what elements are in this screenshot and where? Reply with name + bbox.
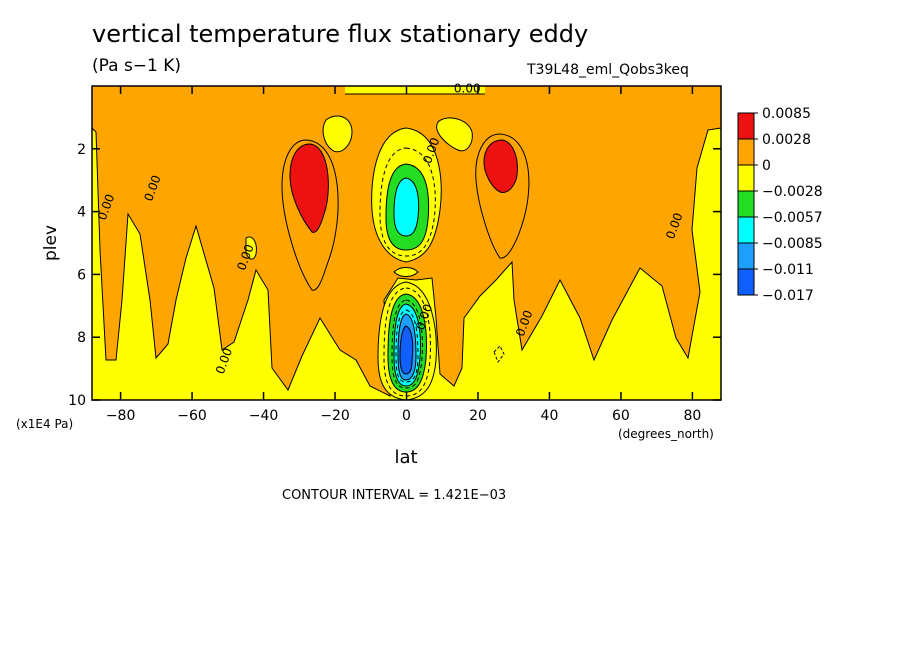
- x-axis-label: lat: [394, 447, 417, 468]
- colorbar: 0.0085 0.0028 0 −0.0028 −0.0057 −0.0085 −0.011…: [737, 106, 823, 304]
- x-tick-label: 40: [541, 408, 559, 424]
- south-positive-red: [289, 143, 329, 233]
- x-tick-label: −80: [106, 408, 136, 424]
- colorbar-label: −0.0028: [762, 184, 823, 200]
- x-tick-label: 0: [402, 408, 411, 424]
- y-axis-label: plev: [41, 225, 61, 261]
- top-band: [345, 86, 485, 94]
- y-tick-label: 10: [68, 393, 86, 409]
- x-tick-label: −20: [320, 408, 350, 424]
- colorbar-label: −0.011: [762, 262, 814, 278]
- x-tick-label: 20: [469, 408, 487, 424]
- y-axis: 2 4 6 8 10: [68, 142, 721, 409]
- colorbar-swatch: [737, 138, 755, 166]
- upper-neg-cyan: [393, 177, 420, 237]
- y-tick-label: 8: [77, 330, 86, 346]
- y-axis-units: (x1E4 Pa): [16, 417, 73, 431]
- chart-units: (Pa s−1 K): [92, 56, 182, 76]
- north-positive-red: [483, 139, 518, 193]
- x-axis: −80 −60 −40 −20 0 20 40 60 80: [106, 86, 701, 424]
- x-tick-label: −60: [177, 408, 207, 424]
- colorbar-swatch: [737, 242, 755, 270]
- y-tick-label: 2: [77, 142, 86, 158]
- x-axis-units: (degrees_north): [618, 427, 714, 441]
- colorbar-label: 0: [762, 158, 771, 174]
- colorbar-swatch: [737, 268, 755, 296]
- y-tick-label: 4: [77, 205, 86, 221]
- colorbar-label: −0.017: [762, 288, 814, 304]
- case-label: T39L48_eml_Qobs3keq: [527, 62, 689, 78]
- colorbar-swatch: [737, 190, 755, 218]
- colorbar-label: 0.0085: [762, 106, 811, 122]
- colorbar-swatch: [737, 164, 755, 192]
- x-tick-label: 80: [683, 408, 701, 424]
- contour-interval-text: CONTOUR INTERVAL = 1.421E−03: [282, 488, 507, 503]
- colorbar-swatch: [737, 216, 755, 244]
- colorbar-label: 0.0028: [762, 132, 811, 148]
- contour-label: 0.00: [454, 81, 481, 95]
- x-tick-label: 60: [612, 408, 630, 424]
- colorbar-swatch: [737, 112, 755, 140]
- colorbar-label: −0.0085: [762, 236, 823, 252]
- colorbar-label: −0.0057: [762, 210, 823, 226]
- plot-area: [92, 86, 721, 400]
- lower-neg-blue: [399, 325, 414, 375]
- x-tick-label: −40: [249, 408, 279, 424]
- y-tick-label: 6: [77, 267, 86, 283]
- chart-title: vertical temperature flux stationary edd…: [92, 20, 589, 48]
